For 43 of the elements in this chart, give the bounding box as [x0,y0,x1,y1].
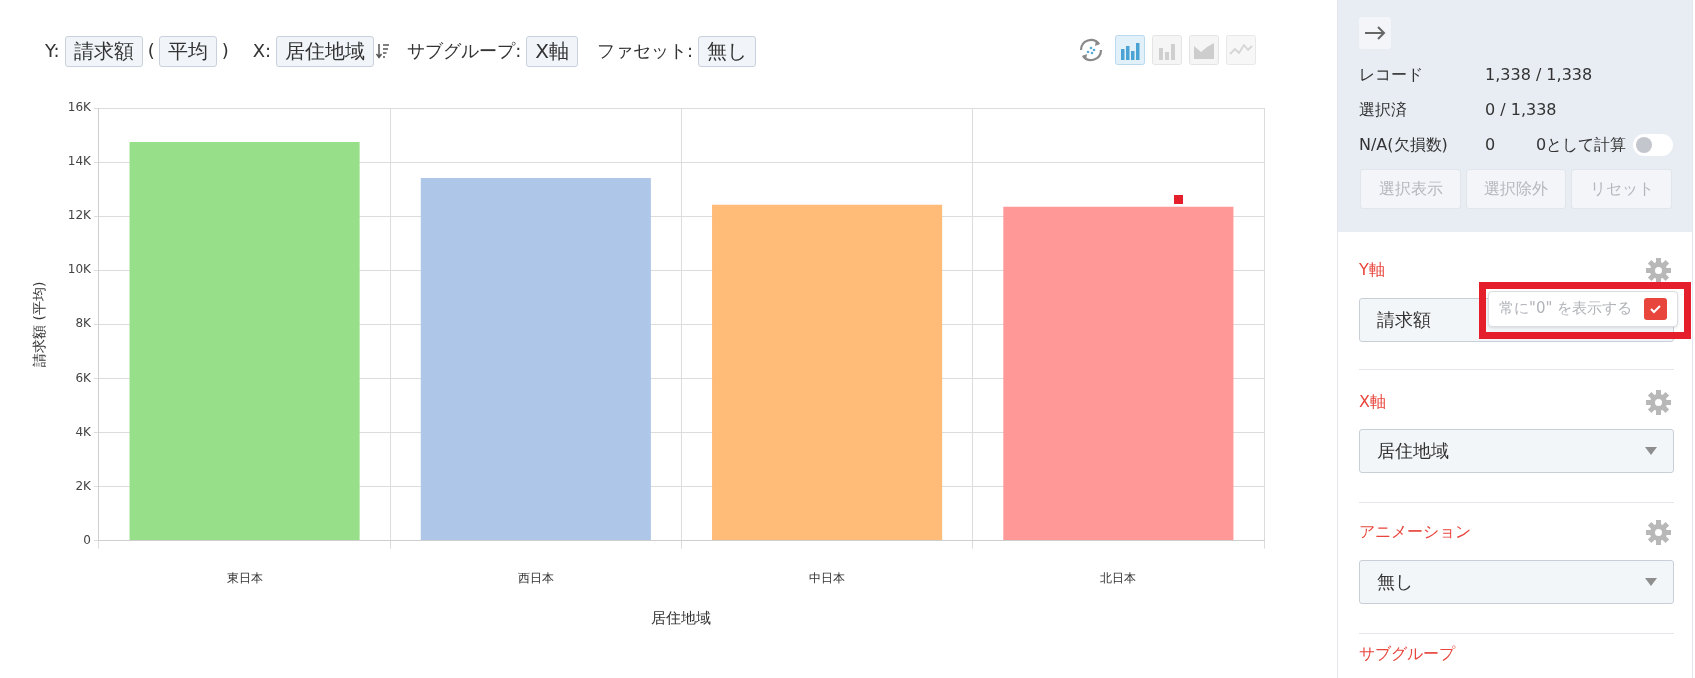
dropdown-field: 居住地域 [1359,429,1674,473]
text: サブグループ [1359,644,1455,664]
y-tick-label: 10K [67,262,93,277]
y-tick-label: 2K [75,478,93,493]
text: ) [221,40,229,62]
x-axis-title: 居住地域 [651,608,712,627]
y-tick-label: 6K [75,370,93,385]
select-chip: 平均 [158,35,217,67]
y-tick-label: 0 [83,532,91,547]
text: 0 / 1,338 [1485,100,1557,120]
text: 選択済 [1359,100,1407,120]
y-tick-label: 14K [67,154,93,169]
select-chip: 居住地域 [276,35,375,67]
option-tooltip: 常に"0" を表示する [1488,291,1678,327]
text: Y: [45,40,60,62]
y-tick-label: 4K [75,424,93,439]
button: 選択除外 [1466,169,1566,209]
select-chip: 請求額 [64,35,143,67]
text: アニメーション [1359,522,1471,542]
select-chip: 無し [698,35,756,67]
select-chip: X軸 [526,35,578,67]
text: X軸 [1359,392,1386,412]
button: 選択表示 [1360,169,1461,209]
y-tick-label: 8K [75,316,93,331]
text: 1,338 / 1,338 [1485,65,1593,85]
text: ( [147,40,155,62]
dropdown-field: 無し [1359,560,1674,604]
text: X: [252,40,272,62]
text: 0として計算 [1536,135,1627,155]
y-axis-title: 請求額 (平均) [31,281,48,367]
text: Y軸 [1359,260,1385,280]
text: ファセット: [596,40,693,62]
y-tick-label: 12K [67,208,93,223]
x-tick-label: 西日本 [517,570,554,585]
button: リセット [1571,169,1672,209]
y-tick-label: 16K [67,100,93,115]
x-tick-label: 東日本 [226,570,263,585]
text: N/A(欠損数) [1359,135,1448,155]
text: レコード [1359,65,1423,85]
text: 0 [1485,135,1496,155]
x-tick-label: 北日本 [1100,570,1137,585]
text: サブグループ: [407,40,522,62]
x-tick-label: 中日本 [809,570,846,585]
